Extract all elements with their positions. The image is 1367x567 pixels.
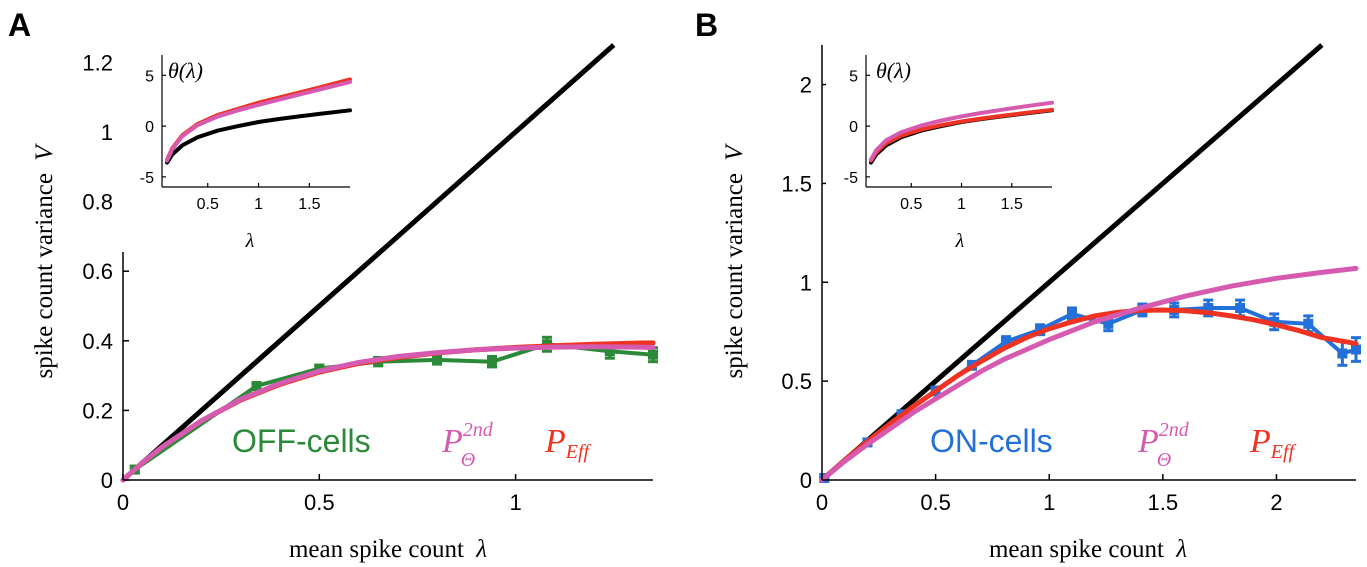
panel-b-model-2nd-label: P2nd Θ [1137,419,1190,471]
panel-a-ytick-label: 0.8 [82,190,113,215]
panel-a-inset-xtick-label: 1 [254,196,263,213]
panel-b-data-point [1235,303,1245,313]
panel-b-inset-background [826,45,1060,252]
panel-b-data-point [1303,319,1313,329]
panel-b-xtick-label: 1 [1043,490,1055,515]
panel-a-model-eff-label: PEff [544,423,592,463]
panel-a-inset: 0.5 1 1.5 -5 0 5 θ(λ) λ [122,45,358,252]
panel-b-inset-ytick-label: -5 [844,170,858,187]
panel-b-ytick-label: 1.5 [781,171,812,196]
panel-a-xtick-label: 0 [117,490,129,515]
panel-b-xtick-label: 0.5 [920,490,951,515]
panel-a-xtick-label: 0.5 [304,490,335,515]
panel-a-xlabel: mean spike count λ [289,536,487,563]
panel-b-xtick-label: 2 [1270,490,1282,515]
panel-b-ytick-label: 0.5 [781,369,812,394]
panel-a-ytick-label: 0.2 [82,398,113,423]
panel-a-inset-xtick-label: 0.5 [197,196,219,213]
panel-a-inset-ytick-label: 5 [145,68,154,85]
panel-a-inset-ytick-label: 0 [145,119,154,136]
panel-b-data-point [1337,348,1347,358]
panel-b-xtick-label: 1.5 [1148,490,1179,515]
panel-a-ytick-label: 0.4 [82,329,113,354]
panel-b-cells-label: ON-cells [930,423,1053,459]
panel-a-ytick-label: 1 [101,120,113,145]
panel-a-ytick-label: 1.2 [82,50,113,75]
panel-a-model-2nd-label: P2nd Θ [441,419,494,471]
panel-b-ytick-label: 0 [800,468,812,493]
panel-b-letter: B [695,7,718,43]
panel-b-inset-ytick-label: 5 [849,68,858,85]
panel-b-ytick-label: 2 [800,73,812,98]
panel-a-ytick-label: 0 [101,468,113,493]
panel-a-inset-background [122,45,358,252]
panel-b-inset-xtick-label: 1.5 [1001,196,1023,213]
panel-a-data-point [487,357,497,367]
panel-a-xtick-label: 1 [509,490,521,515]
panel-b: B 0 0.5 1 1.5 200.511.52 mean spike count λ … [695,7,1361,563]
panel-b-inset-xtick-label: 1 [957,196,966,213]
panel-a-inset-ytick-label: -5 [140,170,154,187]
panel-a-ytick-label: 0.6 [82,259,113,284]
panel-b-inset-ytick-label: 0 [849,119,858,136]
panel-a-data-point [648,350,658,360]
panel-b-xtick-label: 0 [816,490,828,515]
panel-b-inset-title: θ(λ) [876,58,911,83]
panel-b-ylabel: spike count variance V [721,143,748,379]
panel-b-xlabel: mean spike count λ [989,536,1187,563]
panel-a-inset-title: θ(λ) [168,58,203,83]
panel-b-inset-xlabel: λ [955,230,965,252]
panel-a: A 0 0.5 1 0 0.2 0.4 0.6 0.8 1 1.2 mean spike coun… [8,7,658,563]
panel-a-data-point [432,355,442,365]
panel-b-ytick-label: 1 [800,270,812,295]
panel-a-cells-label: OFF-cells [232,423,371,459]
panel-b-inset-xtick-label: 0.5 [900,196,922,213]
panel-b-data-point [1067,309,1077,319]
panel-a-ylabel: spike count variance V [31,143,58,379]
panel-a-letter: A [8,7,31,43]
panel-b-inset: 0.5 1 1.5 -5 0 5 θ(λ) λ [826,45,1060,252]
panel-b-model-eff-label: PEff [1249,423,1297,463]
panel-a-inset-xlabel: λ [245,230,255,252]
panel-a-inset-xtick-label: 1.5 [298,196,320,213]
